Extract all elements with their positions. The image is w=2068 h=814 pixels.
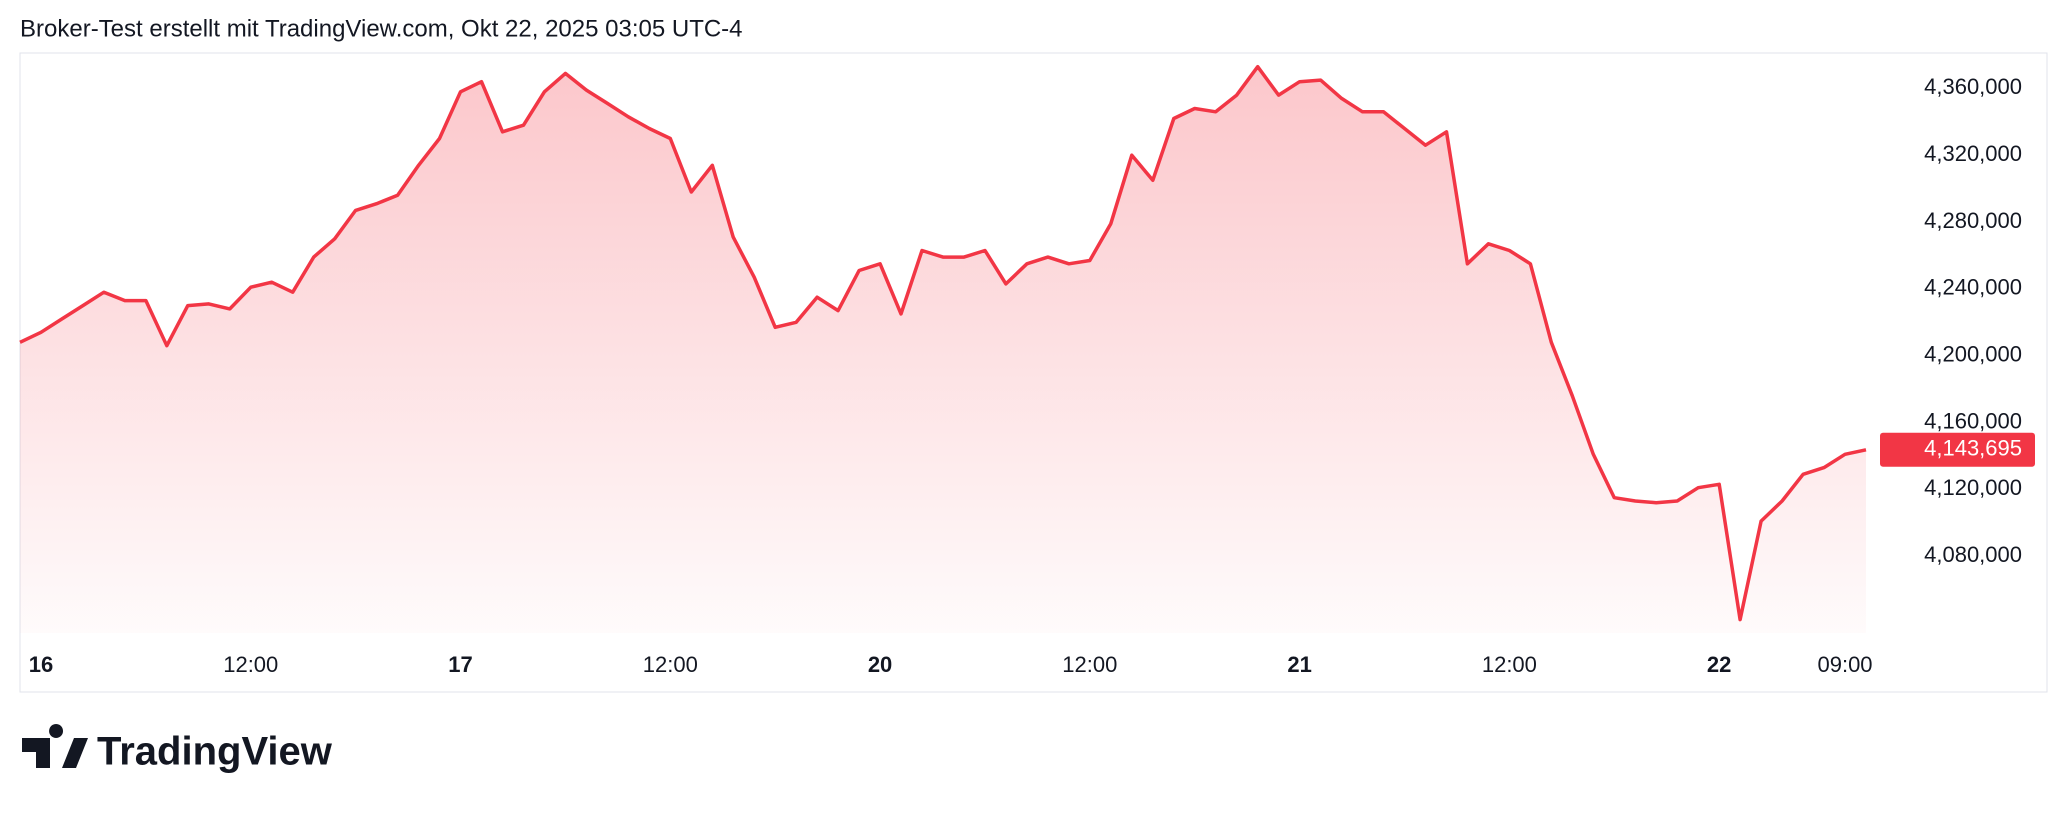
x-tick-label: 12:00 [223, 652, 278, 677]
y-tick-label: 4,120,000 [1924, 475, 2022, 500]
chart-title: Broker-Test erstellt mit TradingView.com… [20, 15, 743, 42]
x-tick-label: 12:00 [1062, 652, 1117, 677]
logo-icon [22, 724, 88, 768]
last-value-box [1880, 432, 2035, 467]
last-value-badge: 4,143,695 [1880, 432, 2035, 467]
x-tick-label: 17 [448, 652, 472, 677]
y-tick-label: 4,320,000 [1924, 141, 2022, 166]
x-tick-label: 12:00 [1482, 652, 1537, 677]
y-tick-label: 4,240,000 [1924, 275, 2022, 300]
brand-logo: TradingView [22, 724, 333, 774]
x-tick-label: 20 [868, 652, 892, 677]
last-value-label: 4,143,695 [1924, 436, 2022, 461]
x-tick-label: 21 [1287, 652, 1311, 677]
price-line [19, 64, 1867, 622]
y-tick-label: 4,280,000 [1924, 208, 2022, 233]
x-tick-label: 22 [1707, 652, 1731, 677]
x-tick-label: 09:00 [1817, 652, 1872, 677]
area-fill [20, 66, 1866, 633]
y-tick-label: 4,080,000 [1924, 542, 2022, 567]
brand-name: TradingView [97, 730, 333, 774]
y-tick-label: 4,160,000 [1924, 408, 2022, 433]
y-tick-label: 4,200,000 [1924, 342, 2022, 367]
y-tick-label: 4,360,000 [1924, 74, 2022, 99]
x-tick-label: 12:00 [643, 652, 698, 677]
x-tick-label: 16 [29, 652, 53, 677]
